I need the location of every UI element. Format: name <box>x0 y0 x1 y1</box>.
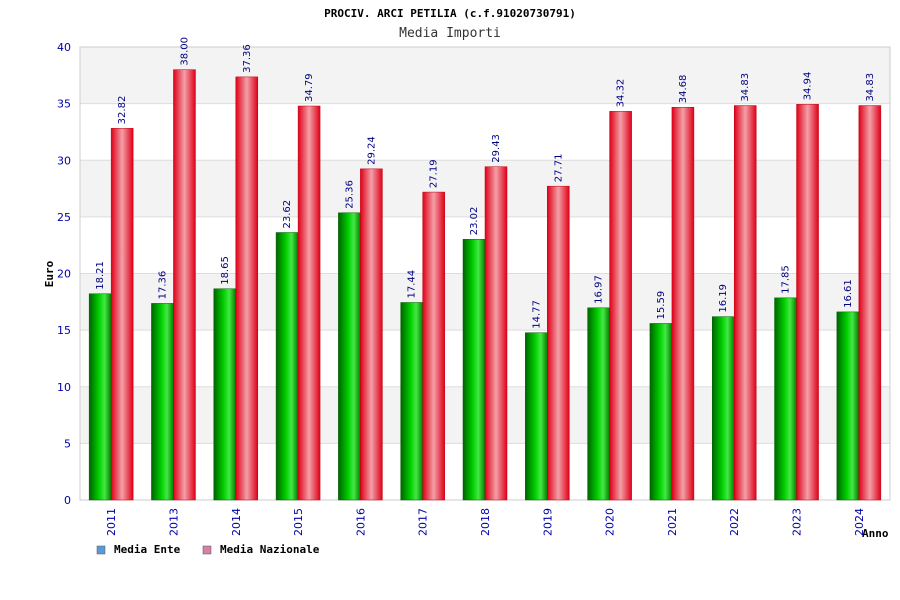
value-label: 17.85 <box>781 265 792 294</box>
value-label: 14.77 <box>531 300 542 329</box>
value-label: 16.61 <box>843 279 854 308</box>
value-label: 16.19 <box>718 284 729 313</box>
value-label: 34.32 <box>616 79 627 108</box>
x-tick-label: 2020 <box>604 508 617 536</box>
bar-media-ente <box>275 232 299 501</box>
bar-media-nazionale <box>235 76 259 501</box>
bar-media-nazionale <box>484 166 508 501</box>
bar-media-ente <box>88 293 112 501</box>
bar-media-nazionale <box>796 104 819 501</box>
bar-media-ente <box>587 307 610 501</box>
value-label: 34.83 <box>740 73 751 102</box>
value-label: 34.79 <box>304 73 315 102</box>
bar-media-nazionale <box>360 168 383 501</box>
x-tick-label: 2024 <box>853 508 866 536</box>
legend: Media Ente Media Nazionale <box>96 543 320 556</box>
y-tick-label: 15 <box>57 324 71 337</box>
bar-media-nazionale <box>671 106 695 501</box>
legend-swatch-media-ente <box>96 545 106 555</box>
y-tick-label: 0 <box>64 494 71 507</box>
legend-label-media-ente: Media Ente <box>114 543 181 556</box>
x-tick-label: 2017 <box>417 508 430 536</box>
y-tick-label: 30 <box>57 154 71 167</box>
x-tick-label: 2021 <box>666 508 679 536</box>
value-label: 18.21 <box>95 261 106 290</box>
bar-media-ente <box>525 332 548 501</box>
value-label: 34.83 <box>865 73 876 102</box>
y-axis-label: Euro <box>43 260 56 287</box>
value-label: 27.71 <box>553 154 564 183</box>
value-label: 27.19 <box>429 159 440 188</box>
x-axis-ticks: 2011 2013 2014 2015 2016 2017 2018 2019 2020 2021… <box>105 508 866 536</box>
bar-media-nazionale <box>609 111 632 501</box>
legend-label-media-nazionale: Media Nazionale <box>220 543 320 556</box>
x-tick-label: 2022 <box>728 508 741 536</box>
chart-subtitle: Media Importi <box>399 26 501 41</box>
value-label: 23.02 <box>469 207 480 236</box>
bars-group <box>88 69 882 501</box>
x-tick-label: 2014 <box>230 508 243 536</box>
value-label: 17.36 <box>157 271 168 300</box>
value-label: 34.68 <box>678 75 689 104</box>
x-tick-label: 2013 <box>167 508 180 536</box>
value-label: 34.94 <box>803 72 814 101</box>
x-tick-label: 2016 <box>354 508 367 536</box>
bar-media-nazionale <box>858 105 882 501</box>
value-labels: 18.21 32.82 17.36 38.00 18.65 37.36 23.62 34.79… <box>95 37 876 329</box>
value-label: 37.36 <box>242 44 253 73</box>
y-tick-label: 5 <box>64 437 71 450</box>
bar-media-nazionale <box>110 128 134 501</box>
bar-media-nazionale <box>547 185 570 501</box>
bar-media-ente <box>462 239 486 501</box>
chart-title: PROCIV. ARCI PETILIA (c.f.91020730791) <box>324 7 576 20</box>
bar-media-nazionale <box>422 191 445 501</box>
legend-swatch-media-nazionale <box>202 545 212 555</box>
y-tick-label: 40 <box>57 41 71 54</box>
y-tick-label: 10 <box>57 381 71 394</box>
bar-media-ente <box>213 288 237 501</box>
x-tick-label: 2019 <box>541 508 554 536</box>
x-axis-label: Anno <box>862 527 889 540</box>
value-label: 18.65 <box>220 256 231 285</box>
y-tick-label: 20 <box>57 268 71 281</box>
plot-band <box>80 47 890 104</box>
x-tick-label: 2023 <box>791 508 804 536</box>
value-label: 23.62 <box>282 200 293 229</box>
value-label: 15.59 <box>656 291 667 320</box>
bar-media-nazionale <box>297 105 321 501</box>
x-tick-label: 2015 <box>292 508 305 536</box>
bar-media-ente <box>711 316 735 501</box>
bar-media-ente <box>836 311 860 501</box>
value-label: 17.44 <box>407 270 418 299</box>
bar-media-nazionale <box>173 69 196 501</box>
value-label: 25.36 <box>344 180 355 209</box>
bar-media-ente <box>649 323 673 501</box>
bar-media-ente <box>151 303 174 501</box>
bar-media-ente <box>400 302 423 501</box>
value-label: 29.43 <box>491 134 502 163</box>
y-tick-label: 35 <box>57 98 71 111</box>
bar-media-ente <box>774 297 797 501</box>
value-label: 32.82 <box>117 96 128 125</box>
x-tick-label: 2018 <box>479 508 492 536</box>
y-axis-ticks: 0 5 10 15 20 25 30 35 40 <box>57 41 71 507</box>
value-label: 29.24 <box>366 136 377 165</box>
bar-media-nazionale <box>733 105 757 501</box>
value-label: 16.97 <box>594 275 605 304</box>
y-tick-label: 25 <box>57 211 71 224</box>
bar-media-ente <box>338 212 361 501</box>
x-tick-label: 2011 <box>105 508 118 536</box>
value-label: 38.00 <box>179 37 190 66</box>
